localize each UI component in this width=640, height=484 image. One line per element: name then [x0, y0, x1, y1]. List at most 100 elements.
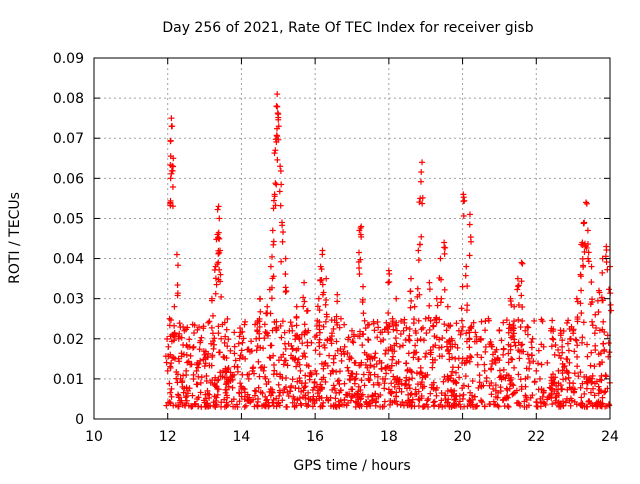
data-point [367, 362, 374, 369]
data-point [212, 374, 219, 381]
data-point [215, 203, 222, 210]
data-point [510, 322, 517, 329]
data-point [585, 249, 592, 256]
data-point [519, 303, 526, 310]
data-point [606, 349, 613, 356]
data-point [189, 344, 196, 351]
data-point [178, 334, 185, 341]
data-point [400, 327, 407, 334]
data-point [248, 347, 255, 354]
data-point [538, 361, 545, 368]
data-point [480, 382, 487, 389]
data-point [169, 162, 176, 169]
data-point [254, 327, 261, 334]
data-point [242, 355, 249, 362]
data-point [426, 326, 433, 333]
data-point [175, 335, 182, 342]
data-point [290, 355, 297, 362]
data-point [564, 340, 571, 347]
data-point [381, 385, 388, 392]
data-point [245, 398, 252, 405]
data-point [197, 389, 204, 396]
plot-frame [93, 57, 611, 420]
data-point [570, 389, 577, 396]
data-point [193, 367, 200, 374]
data-point [354, 333, 361, 340]
data-point [245, 346, 252, 353]
data-point [442, 395, 449, 402]
data-point [365, 337, 372, 344]
data-point [442, 402, 449, 409]
data-point [408, 368, 415, 375]
data-point [418, 379, 425, 386]
data-point [500, 346, 507, 353]
y-tick-label: 0 [75, 412, 84, 428]
data-point [354, 400, 361, 407]
data-point [466, 344, 473, 351]
data-point [201, 399, 208, 406]
data-point [437, 255, 444, 262]
data-point [282, 288, 289, 295]
data-point [298, 402, 305, 409]
data-point [602, 403, 609, 410]
data-point [213, 281, 220, 288]
data-point [232, 357, 239, 364]
data-point [279, 318, 286, 325]
data-point [303, 307, 310, 314]
data-point [356, 265, 363, 272]
data-point [597, 402, 604, 409]
data-point [588, 349, 595, 356]
data-point [565, 347, 572, 354]
data-point [262, 403, 269, 410]
data-point [464, 355, 471, 362]
data-point [371, 354, 378, 361]
data-point [276, 387, 283, 394]
data-point [177, 375, 184, 382]
data-point [180, 372, 187, 379]
data-point [200, 348, 207, 355]
data-point [363, 351, 370, 358]
data-point [277, 163, 284, 170]
data-point [195, 403, 202, 410]
data-point [372, 350, 379, 357]
data-point [212, 383, 219, 390]
x-tick-label: 20 [454, 429, 472, 445]
data-point [597, 361, 604, 368]
data-point [268, 295, 275, 302]
data-point [284, 403, 291, 410]
data-point [333, 338, 340, 345]
data-point [595, 398, 602, 405]
data-point [256, 323, 263, 330]
data-point [505, 359, 512, 366]
data-point [167, 137, 174, 144]
data-point [179, 383, 186, 390]
data-point [604, 266, 611, 273]
data-point [168, 317, 175, 324]
data-point [580, 220, 587, 227]
data-point [557, 382, 564, 389]
data-point [583, 200, 590, 207]
data-point [507, 298, 514, 305]
data-point [319, 291, 326, 298]
data-point [396, 343, 403, 350]
data-point [261, 335, 268, 342]
data-point [296, 375, 303, 382]
data-point [549, 401, 556, 408]
data-point [592, 311, 599, 318]
y-tick-label: 0.05 [53, 211, 84, 227]
data-point [443, 343, 450, 350]
data-point [293, 313, 300, 320]
data-point [321, 344, 328, 351]
data-point [288, 323, 295, 330]
data-point [503, 385, 510, 392]
data-point [241, 393, 248, 400]
data-point [559, 343, 566, 350]
data-point [187, 352, 194, 359]
data-point [511, 318, 518, 325]
data-point [566, 397, 573, 404]
data-point [294, 333, 301, 340]
data-point [600, 318, 607, 325]
x-tick-label: 10 [85, 429, 103, 445]
data-point [306, 376, 313, 383]
data-point [197, 337, 204, 344]
